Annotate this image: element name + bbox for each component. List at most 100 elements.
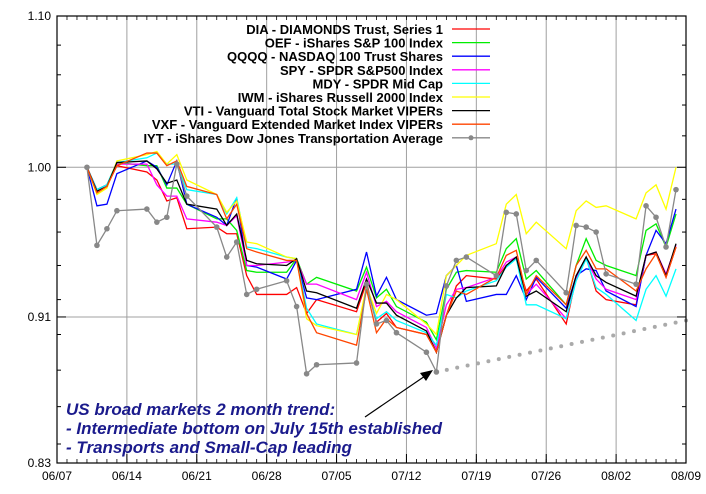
x-tick-label: 07/26 (531, 469, 561, 483)
x-tick-label: 06/28 (252, 469, 282, 483)
series-line (86, 152, 677, 347)
grid (57, 16, 686, 463)
data-point (353, 360, 360, 366)
trendline-dot (517, 352, 522, 357)
legend-label: VXF - Vanguard Extended Market Index VIP… (152, 117, 443, 132)
series-line (86, 163, 677, 351)
trendline-dot (569, 342, 574, 347)
data-point (383, 317, 390, 324)
data-point (183, 193, 190, 199)
data-point (164, 214, 170, 221)
data-point (453, 257, 460, 264)
data-point (114, 207, 120, 214)
data-point (104, 225, 110, 232)
x-tick-label: 07/19 (461, 469, 491, 483)
legend-label: VTI - Vanguard Total Stock Market VIPERs (184, 104, 443, 119)
legend-label: DIA - DIAMONDS Trust, Series 1 (246, 22, 443, 37)
data-point (223, 254, 230, 260)
data-point (213, 224, 220, 230)
series-line (86, 158, 677, 316)
trendline-dot (455, 365, 460, 370)
data-point (174, 161, 180, 167)
y-tick-label: 1.00 (28, 160, 52, 174)
series-line (86, 160, 677, 355)
trendline-dot (507, 354, 512, 359)
x-tick-label: 06/14 (112, 469, 142, 483)
x-tick-label: 06/21 (182, 469, 212, 483)
trendline-dot (548, 346, 553, 351)
x-tick-label: 07/12 (391, 469, 421, 483)
trendline-dot (590, 337, 595, 342)
series-spy (86, 163, 677, 351)
data-point (233, 239, 240, 245)
trendline-dot (475, 361, 480, 366)
legend-marker-icon (468, 135, 474, 141)
y-tick-label: 1.10 (28, 9, 52, 23)
trendline-dot (600, 335, 605, 340)
series-line (86, 150, 677, 336)
legend-label: MDY - SPDR Mid Cap (313, 76, 444, 91)
data-point (363, 281, 370, 287)
legend-label: QQQQ - NASDAQ 100 Trust Shares (227, 49, 443, 64)
data-point (463, 254, 470, 260)
trendline-dot (642, 327, 647, 332)
data-point (243, 291, 250, 298)
data-point (563, 289, 569, 296)
data-point (253, 286, 260, 293)
trendline-dot (631, 329, 636, 334)
data-point (283, 277, 290, 284)
plot-frame (56, 15, 687, 464)
annotation-arrow (364, 373, 429, 418)
data-point (393, 329, 400, 336)
data-point (503, 209, 510, 216)
legend-label: IWM - iShares Russell 2000 Index (238, 90, 444, 105)
trendline-dot (496, 357, 501, 362)
annotation-line: US broad markets 2 month trend: (66, 400, 335, 419)
series-iwm (86, 150, 677, 336)
data-point (673, 186, 679, 193)
series-qqqq (86, 158, 677, 316)
series-mdy (86, 152, 677, 347)
data-point (633, 281, 639, 287)
data-point (663, 244, 669, 250)
arrow-head-icon (420, 370, 433, 381)
data-point (523, 267, 530, 274)
data-point (443, 283, 450, 289)
data-point (303, 370, 310, 377)
data-point (573, 222, 579, 229)
data-point (583, 224, 589, 230)
series-lines (84, 150, 679, 377)
data-point (84, 164, 90, 171)
trendline-dot (652, 324, 657, 329)
data-point (94, 242, 100, 249)
data-point (513, 211, 520, 217)
annotation-line: - Intermediate bottom on July 15th estab… (66, 419, 443, 438)
data-point (533, 257, 540, 264)
data-point (144, 206, 150, 212)
trendline-dot (486, 359, 491, 364)
data-point (643, 203, 649, 209)
y-tick-label: 0.83 (28, 456, 52, 470)
data-point (423, 349, 430, 356)
data-point (293, 303, 300, 310)
trendline-dot (538, 348, 543, 353)
trendline-dot (663, 322, 668, 327)
series-vti (86, 160, 677, 355)
trendline-dot (611, 333, 616, 338)
data-point (313, 361, 320, 368)
legend-label: SPY - SPDR S&P500 Index (280, 63, 444, 78)
trendline-dot (559, 344, 564, 349)
series-iyt (84, 161, 679, 377)
x-tick-label: 08/09 (671, 469, 701, 483)
data-point (593, 229, 599, 235)
series-line (86, 161, 677, 342)
trendline-dot (579, 339, 584, 344)
legend-label: OEF - iShares S&P 100 Index (265, 36, 444, 51)
x-tick-label: 07/05 (322, 469, 352, 483)
x-tick-label: 08/02 (601, 469, 631, 483)
trendline-dot (527, 350, 532, 355)
data-point (603, 271, 609, 277)
data-point (653, 214, 659, 221)
trendline-dot (465, 363, 470, 368)
trendline-dot (621, 331, 626, 336)
